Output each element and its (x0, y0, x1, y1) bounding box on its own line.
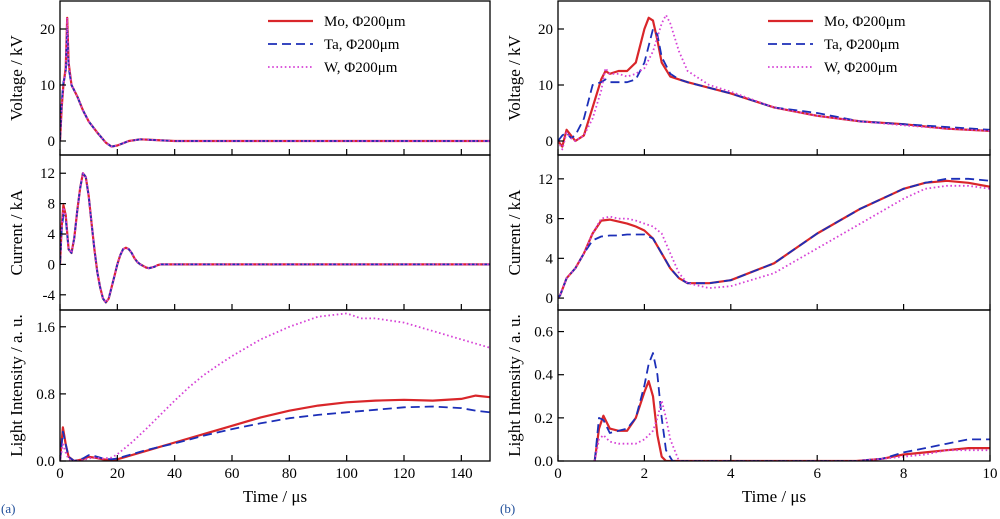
legend-entry-mo: Mo, Φ200μm (324, 14, 406, 30)
subplot-a-1: -4 0 4 8 12 Current / kA (7, 154, 491, 311)
series-line-w (60, 172, 490, 304)
y-tick-label: 20 (40, 22, 55, 38)
x-tick-label: 0 (554, 466, 562, 482)
y-tick-label: 12 (40, 166, 55, 182)
y-tick-label: 8 (546, 212, 554, 228)
legend: Mo, Φ200μm Ta, Φ200μm W, Φ200μm (768, 14, 906, 76)
series-line-ta (593, 352, 990, 461)
y-tick-label: -4 (43, 288, 56, 304)
y-axis-label: Voltage / kV (505, 34, 524, 120)
y-tick-label: 0.4 (534, 368, 553, 384)
y-axis-label: Light Intensity / a. u. (7, 314, 26, 457)
series-line-w (558, 14, 990, 151)
y-tick-label: 1.6 (36, 320, 55, 336)
series-line-ta (558, 177, 990, 299)
series-line-mo (558, 179, 990, 299)
x-tick-label: 0 (56, 466, 64, 482)
legend: Mo, Φ200μm Ta, Φ200μm W, Φ200μm (268, 14, 406, 76)
y-tick-label: 8 (48, 197, 56, 213)
series-line-w (60, 312, 490, 461)
x-tick-label: 140 (450, 466, 473, 482)
legend-entry-w: W, Φ200μm (824, 60, 898, 76)
subplot-b-2: 0.0 0.2 0.4 0.6 Light Intensity / a. u. (505, 309, 991, 470)
subplot-b-0: 0 10 20 Voltage / kV Mo, Φ200μm Ta, Φ200μm W, … (505, 0, 991, 156)
series-line-ta (60, 28, 490, 148)
y-tick-label: 0.6 (534, 325, 553, 341)
axes-frame (557, 0, 991, 156)
y-tick-label: 0 (48, 257, 56, 273)
axes-frame (59, 0, 491, 156)
x-axis-label: Time / μs (243, 487, 307, 506)
series-line-mo (60, 172, 490, 304)
y-tick-label: 4 (546, 251, 554, 267)
panel-label: (a) (1, 501, 15, 516)
x-tick-label: 100 (335, 466, 358, 482)
series-line-ta (60, 405, 490, 461)
y-axis-label: Light Intensity / a. u. (505, 314, 524, 457)
subplot-a-2: 0.0 0.8 1.6 Light Intensity / a. u. (7, 309, 491, 470)
series-line-mo (60, 16, 490, 148)
series-line-w (558, 184, 990, 299)
series-line-mo (593, 380, 990, 461)
series-line-ta (558, 28, 990, 142)
y-tick-label: 0.2 (534, 411, 553, 427)
y-axis-label: Voltage / kV (7, 34, 26, 120)
legend-entry-ta: Ta, Φ200μm (324, 37, 400, 53)
legend-entry-w: W, Φ200μm (324, 60, 398, 76)
series-line-mo (60, 394, 490, 461)
panel-label: (b) (500, 501, 515, 516)
y-tick-label: 0 (48, 134, 56, 150)
x-tick-label: 2 (641, 466, 649, 482)
x-tick-label: 8 (900, 466, 908, 482)
subplot-b-1: 0 4 8 12 Current / kA (505, 154, 991, 311)
x-tick-label: 80 (282, 466, 297, 482)
subplot-a-0: 0 10 20 Voltage / kV Mo, Φ200μm Ta, Φ200μm W, … (7, 0, 491, 156)
x-tick-label: 20 (110, 466, 125, 482)
y-tick-label: 10 (538, 78, 553, 94)
y-axis-label: Current / kA (505, 189, 524, 276)
axes-frame (557, 309, 991, 462)
y-tick-label: 20 (538, 22, 553, 38)
y-tick-label: 0.0 (534, 454, 553, 470)
y-tick-label: 0 (546, 291, 554, 307)
y-tick-label: 0.8 (36, 387, 55, 403)
x-tick-label: 40 (167, 466, 182, 482)
axes-frame (557, 154, 991, 311)
x-tick-label: 60 (225, 466, 240, 482)
y-tick-label: 12 (538, 172, 553, 188)
series-line-ta (60, 172, 490, 304)
axes-frame (59, 154, 491, 311)
y-tick-label: 4 (48, 227, 56, 243)
x-tick-label: 10 (983, 466, 998, 482)
panel-a: 0 10 20 Voltage / kV Mo, Φ200μm Ta, Φ200μm W, … (1, 0, 491, 516)
x-axis-label: Time / μs (742, 487, 806, 506)
x-tick-label: 120 (393, 466, 416, 482)
x-tick-label: 4 (727, 466, 735, 482)
x-tick-label: 6 (813, 466, 821, 482)
axes-frame (59, 309, 491, 462)
y-axis-label: Current / kA (7, 189, 26, 276)
series-line-w (60, 16, 490, 148)
legend-entry-ta: Ta, Φ200μm (824, 37, 900, 53)
y-tick-label: 0.0 (36, 454, 55, 470)
legend-entry-mo: Mo, Φ200μm (824, 14, 906, 30)
y-tick-label: 0 (546, 134, 554, 150)
y-tick-label: 10 (40, 78, 55, 94)
